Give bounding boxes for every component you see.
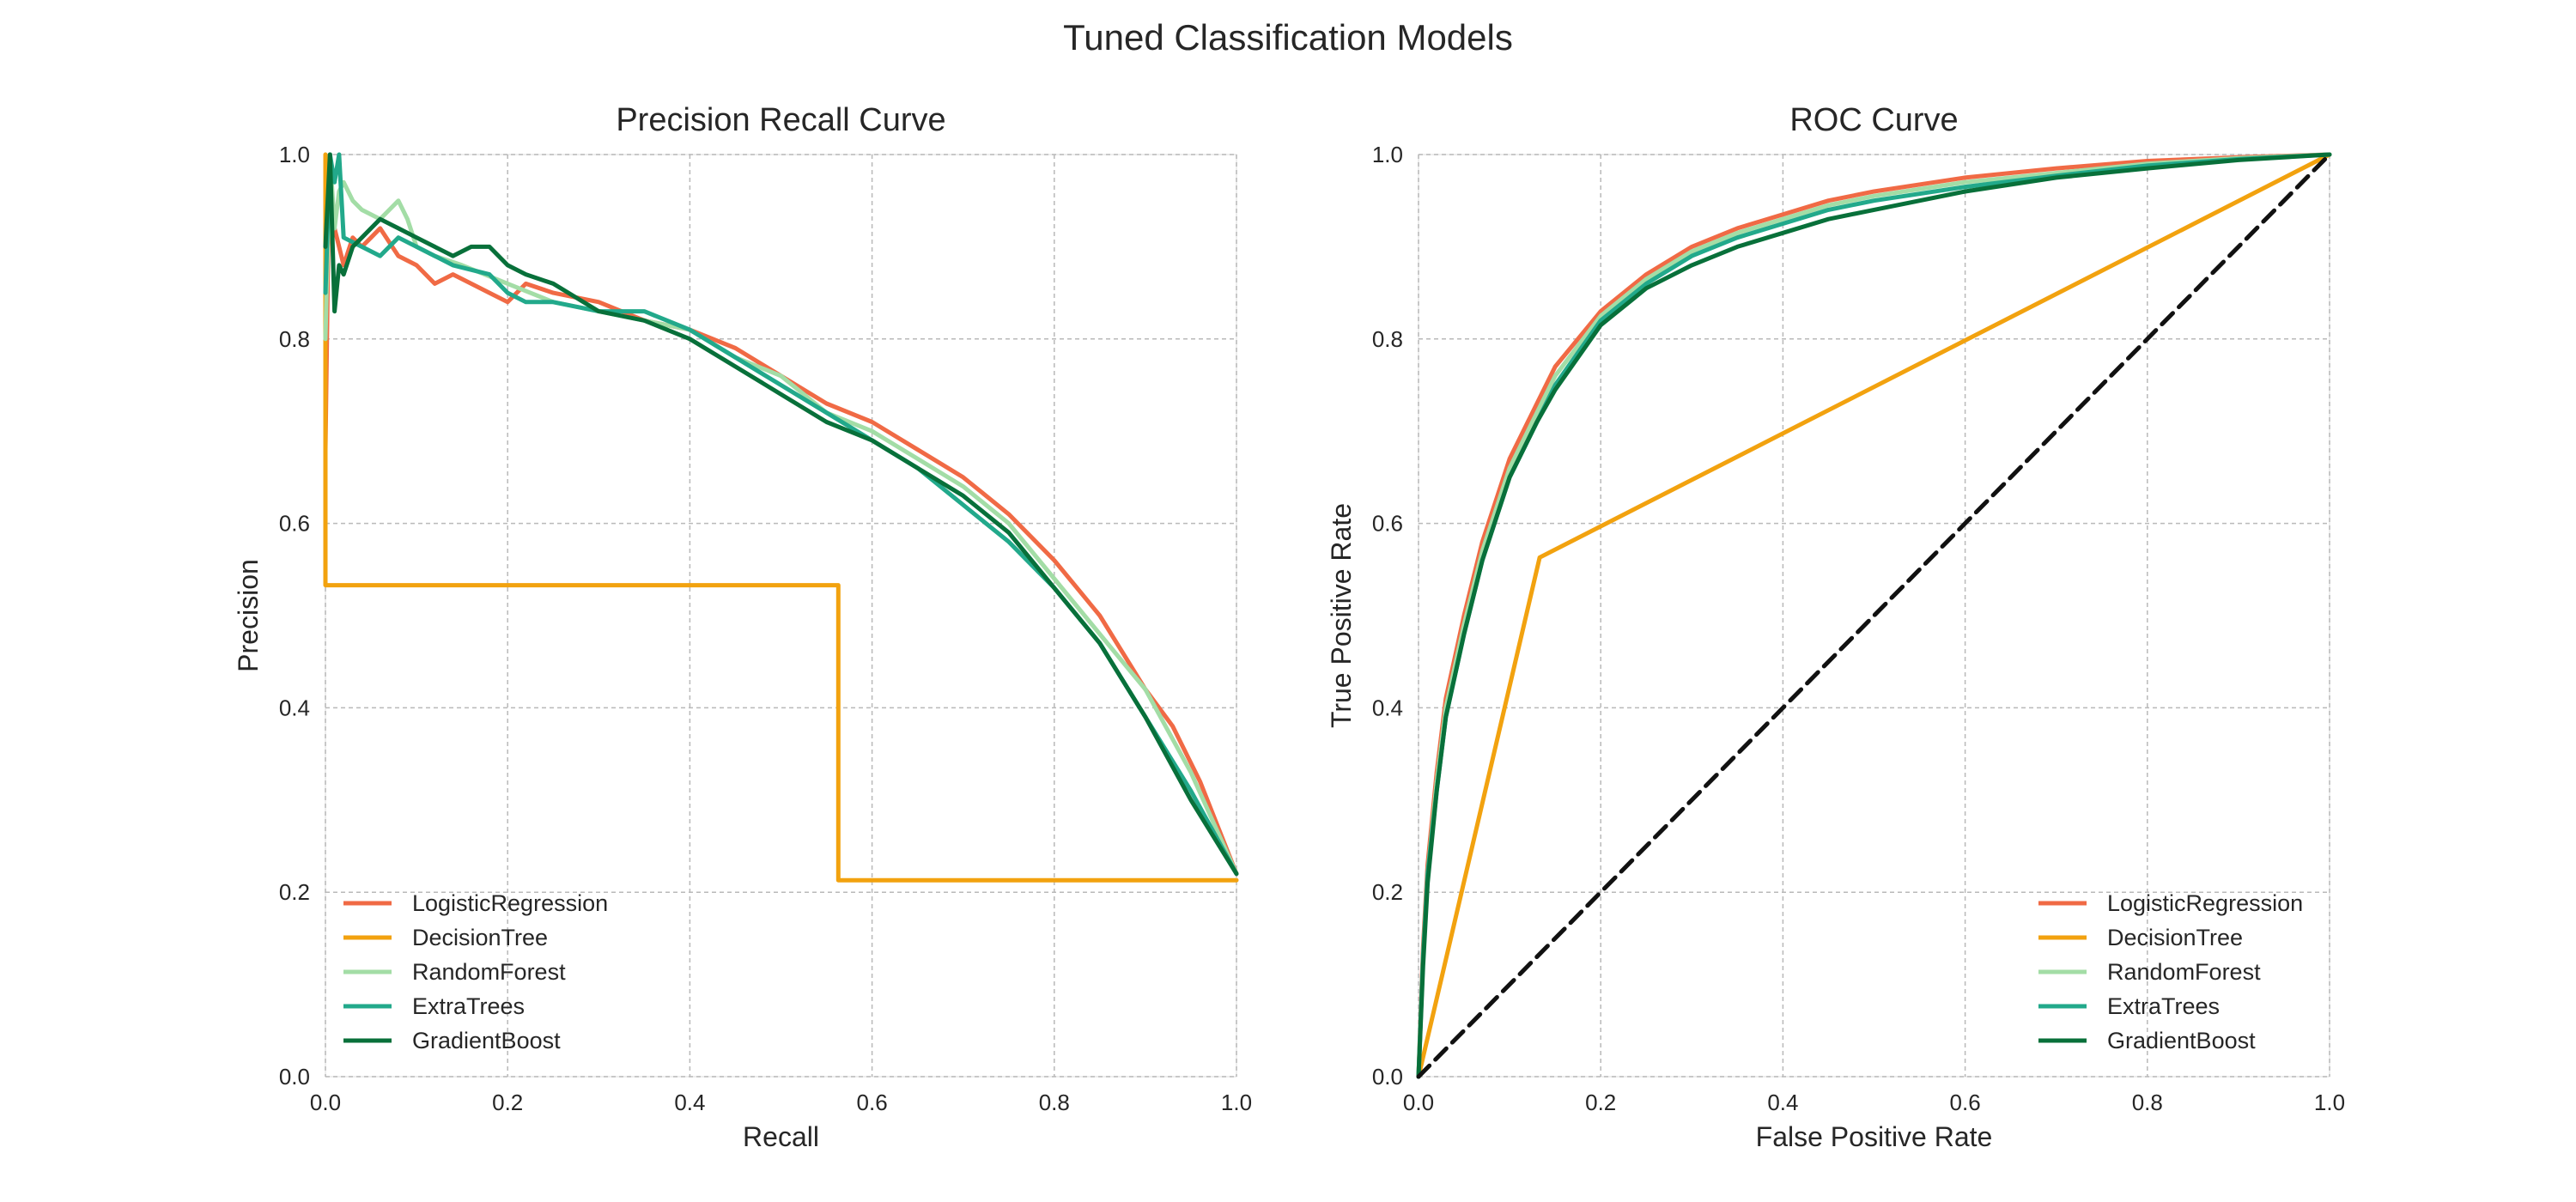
plot-area — [325, 154, 1237, 1078]
y-tick-label: 0.6 — [279, 511, 310, 537]
y-tick-label: 0.0 — [279, 1064, 310, 1090]
series-line-decisiontree — [1416, 152, 2332, 1079]
x-tick-label: 0.2 — [1585, 1090, 1616, 1115]
y-tick-label: 0.0 — [1372, 1064, 1403, 1090]
series-line-decisiontree — [323, 152, 1239, 883]
y-tick-label: 0.8 — [1372, 326, 1403, 352]
y-tick-label: 1.0 — [279, 142, 310, 167]
y-tick-label: 0.4 — [279, 695, 310, 720]
y-tick-label: 0.8 — [279, 326, 310, 352]
legend-label: ExtraTrees — [412, 993, 525, 1019]
y-tick-label: 0.6 — [1372, 511, 1403, 537]
roc-panel: 0.0 0.2 0.4 0.6 0.8 1.0 0.0 0.2 0.4 0.6 0.8 1.0 ROC … — [1326, 102, 2345, 1152]
panel-title: Precision Recall Curve — [616, 102, 945, 138]
y-axis-label: True Positive Rate — [1326, 503, 1357, 728]
x-tick-label: 0.6 — [1950, 1090, 1981, 1115]
x-tick-label: 0.2 — [492, 1090, 523, 1115]
plot-area — [1418, 154, 2330, 1078]
series-line-logisticregression — [323, 198, 1239, 877]
x-tick-label: 1.0 — [1221, 1090, 1252, 1115]
x-axis-label: Recall — [743, 1121, 819, 1152]
y-tick-label: 1.0 — [1372, 142, 1403, 167]
legend-label: LogisticRegression — [2107, 890, 2303, 916]
legend: LogisticRegression DecisionTree RandomFore… — [2038, 890, 2303, 1053]
y-tick-label: 0.4 — [1372, 695, 1403, 720]
y-tick-label: 0.2 — [1372, 879, 1403, 905]
x-tick-label: 0.0 — [1403, 1090, 1434, 1115]
precision-recall-panel: 0.0 0.2 0.4 0.6 0.8 1.0 0.0 0.2 0.4 0.6 0.8 1.0 Prec… — [233, 102, 1252, 1152]
series-line-gradientboost — [1416, 152, 2332, 1079]
legend-label: RandomForest — [2107, 959, 2261, 985]
legend-label: DecisionTree — [412, 925, 548, 950]
x-tick-label: 0.4 — [1767, 1090, 1798, 1115]
series-line-randomforest — [323, 152, 1239, 877]
x-tick-label: 0.8 — [2132, 1090, 2163, 1115]
y-tick-label: 0.2 — [279, 879, 310, 905]
x-tick-label: 0.8 — [1039, 1090, 1070, 1115]
y-axis-label: Precision — [233, 559, 264, 672]
legend: LogisticRegression DecisionTree RandomFore… — [343, 890, 608, 1053]
x-tick-label: 0.0 — [310, 1090, 341, 1115]
chance-line — [1416, 152, 2332, 1079]
series-line-gradientboost — [323, 152, 1239, 877]
legend-label: LogisticRegression — [412, 890, 608, 916]
x-axis-label: False Positive Rate — [1756, 1121, 1993, 1152]
panel-title: ROC Curve — [1789, 102, 1958, 138]
legend-label: RandomForest — [412, 959, 566, 985]
series-line-extratrees — [323, 152, 1239, 877]
legend-label: ExtraTrees — [2107, 993, 2220, 1019]
x-tick-label: 1.0 — [2314, 1090, 2345, 1115]
legend-label: GradientBoost — [2107, 1028, 2256, 1053]
x-tick-label: 0.6 — [857, 1090, 888, 1115]
legend-label: DecisionTree — [2107, 925, 2243, 950]
legend-label: GradientBoost — [412, 1028, 561, 1053]
x-tick-label: 0.4 — [674, 1090, 705, 1115]
figure-title: Tuned Classification Models — [1063, 17, 1513, 58]
